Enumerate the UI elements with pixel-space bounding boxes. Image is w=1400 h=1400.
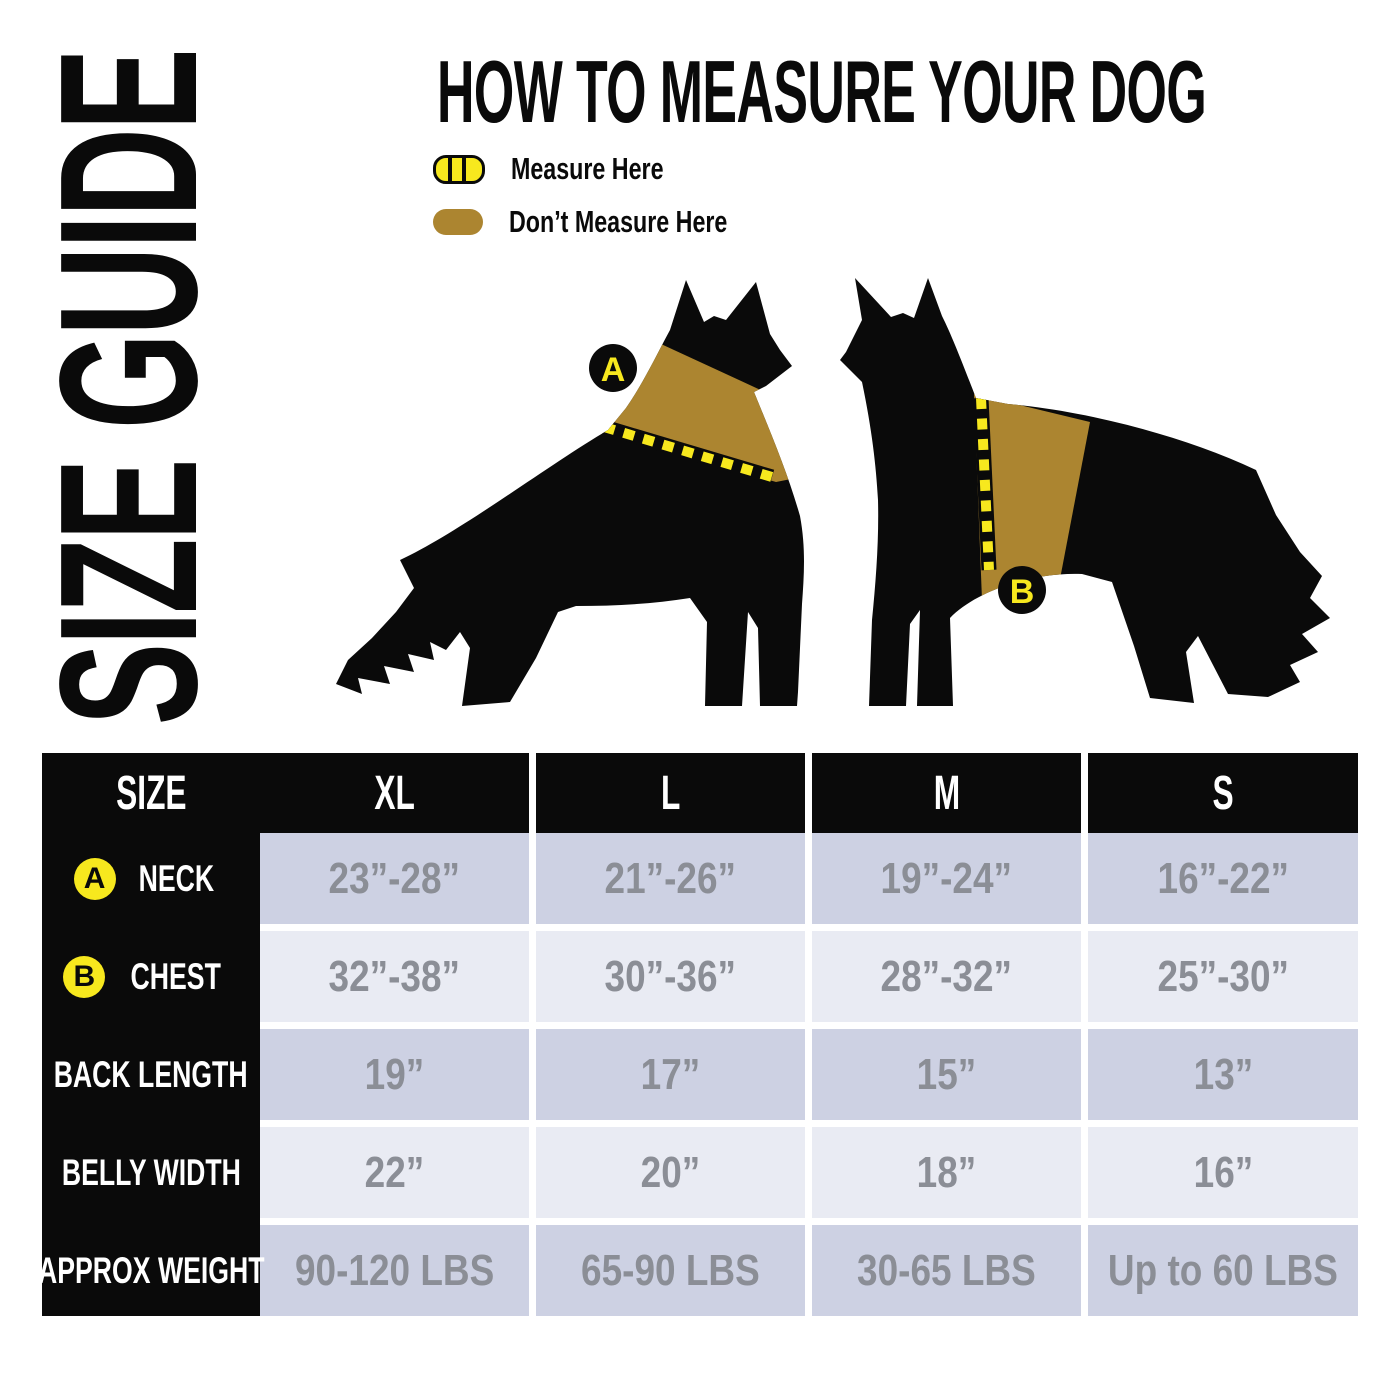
cell-approx-weight-m: 30-65 LBS	[857, 1245, 1036, 1295]
cell-back-length-m: 15”	[916, 1049, 977, 1099]
cell-belly-width-xl: 22”	[364, 1147, 425, 1197]
dog-side-silhouette-chest	[840, 278, 1330, 706]
row-label-neck: A NECK	[42, 833, 260, 924]
measure-tape-icon	[433, 154, 485, 184]
column-header-l: L	[660, 766, 681, 820]
column-header-s: S	[1212, 766, 1234, 820]
cell-belly-width-s: 16”	[1193, 1147, 1253, 1197]
neck-measure-dashes-icon	[602, 422, 774, 482]
chest-measure-dashes-icon	[976, 397, 994, 571]
legend-measure-label: Measure Here	[511, 151, 664, 186]
row-label-belly-width: BELLY WIDTH	[61, 1151, 241, 1193]
cell-belly-width-l: 20”	[640, 1147, 701, 1197]
cell-neck-xl: 23”-28”	[328, 853, 461, 903]
cell-chest-xl: 32”-38”	[328, 951, 461, 1001]
dog-measurement-diagram: A B	[336, 278, 1330, 706]
cell-back-length-l: 17”	[640, 1049, 701, 1099]
cell-neck-m: 19”-24”	[880, 853, 1013, 903]
cell-approx-weight-xl: 90-120 LBS	[294, 1245, 495, 1295]
legend-dont-measure-label: Don’t Measure Here	[509, 204, 728, 239]
column-header-xl: XL	[374, 766, 415, 820]
legend-measure-here: Measure Here	[433, 147, 714, 191]
cell-approx-weight-s: Up to 60 LBS	[1108, 1245, 1339, 1295]
cell-chest-l: 30”-36”	[604, 951, 737, 1001]
marker-a-circle-icon	[589, 344, 637, 392]
table-label-column-bg	[42, 753, 260, 1316]
marker-b-circle-icon	[998, 566, 1046, 614]
column-divider	[805, 753, 812, 1316]
badge-b-icon: B	[63, 955, 106, 998]
cell-neck-l: 21”-26”	[604, 853, 737, 903]
tape-stripe-icon	[462, 156, 466, 182]
column-header-m: M	[933, 766, 960, 820]
cell-neck-s: 16”-22”	[1157, 853, 1289, 903]
tape-stripe-icon	[448, 156, 452, 182]
size-guide-vertical-title: SIZE GUIDE	[19, 50, 238, 726]
row-label-approx-weight: APPROX WEIGHT	[37, 1249, 265, 1291]
badge-a-icon: A	[73, 857, 116, 900]
cell-approx-weight-l: 65-90 LBS	[581, 1245, 760, 1295]
table-header-bg	[42, 753, 1358, 833]
row-label-back-length: BACK LENGTH	[54, 1053, 248, 1095]
cell-chest-m: 28”-32”	[880, 951, 1013, 1001]
marker-b-letter: B	[1010, 573, 1035, 611]
marker-a-letter: A	[601, 351, 626, 389]
cell-back-length-s: 13”	[1193, 1049, 1253, 1099]
legend-dont-measure-here: Don’t Measure Here	[433, 199, 800, 245]
column-header-size: SIZE	[115, 766, 187, 820]
chest-band-dont-measure-zone	[974, 394, 1090, 600]
column-divider	[1081, 753, 1088, 1316]
dog-side-silhouette-neck	[336, 280, 804, 706]
cell-back-length-xl: 19”	[364, 1049, 425, 1099]
row-label-chest: B CHEST	[42, 931, 260, 1022]
size-table: SIZE XL L M S A NECK B CHEST BACK LENGTH…	[37, 753, 1358, 1316]
column-divider	[529, 753, 536, 1316]
cell-belly-width-m: 18”	[916, 1147, 977, 1197]
cell-chest-s: 25”-30”	[1157, 951, 1289, 1001]
dont-measure-band-icon	[433, 209, 483, 235]
page-title: HOW TO MEASURE YOUR DOG	[437, 42, 1207, 141]
